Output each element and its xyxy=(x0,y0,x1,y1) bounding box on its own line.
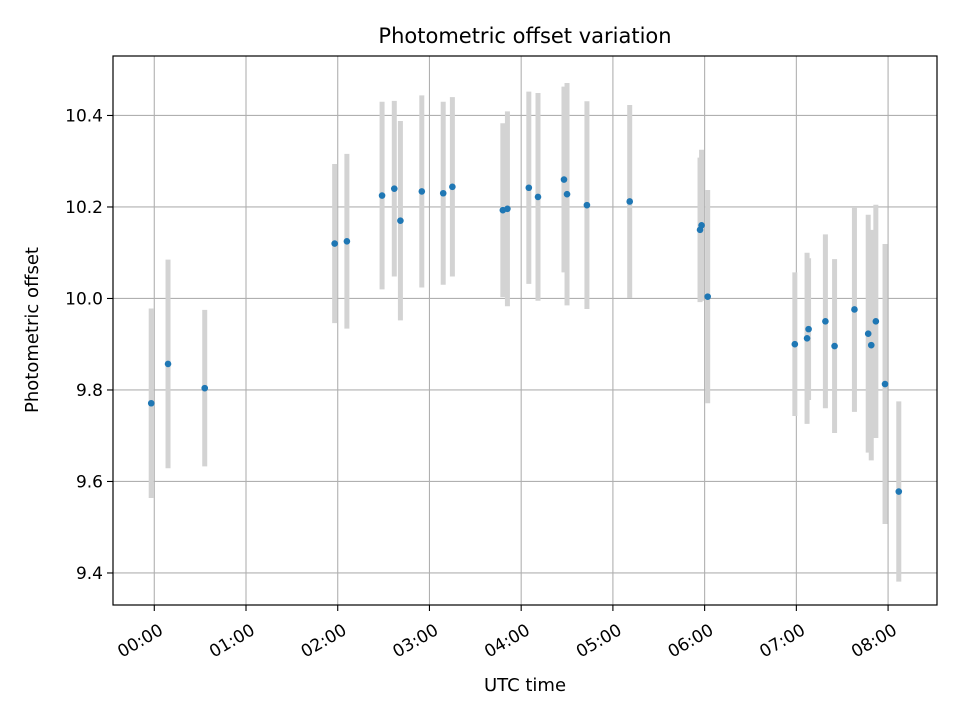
data-point xyxy=(378,192,386,199)
y-tick-label: 10.0 xyxy=(65,289,103,309)
grid-lines xyxy=(113,56,937,605)
x-axis-label: UTC time xyxy=(484,675,566,696)
data-point xyxy=(872,318,880,325)
chart-title: Photometric offset variation xyxy=(378,24,671,48)
data-point xyxy=(449,183,456,191)
data-point xyxy=(390,185,398,192)
y-tick-label: 9.4 xyxy=(76,564,103,584)
data-point xyxy=(895,488,903,495)
data-point xyxy=(534,193,542,201)
data-point xyxy=(397,217,404,224)
y-tick-label: 10.2 xyxy=(65,198,103,218)
data-point xyxy=(560,176,568,183)
y-axis-label: Photometric offset xyxy=(22,247,43,413)
data-point xyxy=(803,334,811,342)
data-point xyxy=(563,190,571,198)
data-point xyxy=(831,342,838,350)
data-point xyxy=(704,293,711,300)
data-point xyxy=(504,205,511,213)
data-point xyxy=(525,184,533,192)
data-point xyxy=(805,325,812,333)
plot-frame xyxy=(112,55,938,606)
data-point xyxy=(164,360,172,368)
data-points xyxy=(147,176,903,495)
data-point xyxy=(331,240,338,247)
y-axis-ticks: 9.4 9.6 9.8 10.0 10.2 10.4 xyxy=(65,106,113,584)
data-point xyxy=(698,221,705,229)
y-tick-label: 9.8 xyxy=(76,381,103,401)
data-point xyxy=(791,340,799,348)
data-point xyxy=(583,201,591,209)
data-point xyxy=(439,189,447,197)
data-point xyxy=(343,237,351,245)
data-point xyxy=(147,399,155,407)
data-point xyxy=(626,198,634,205)
data-point xyxy=(864,330,872,338)
data-point xyxy=(851,306,858,313)
data-point xyxy=(881,380,889,388)
data-point xyxy=(867,341,875,349)
data-point xyxy=(418,188,426,195)
data-point xyxy=(822,318,829,325)
data-point xyxy=(201,384,209,392)
y-tick-label: 9.6 xyxy=(76,472,103,492)
y-tick-label: 10.4 xyxy=(65,106,103,126)
